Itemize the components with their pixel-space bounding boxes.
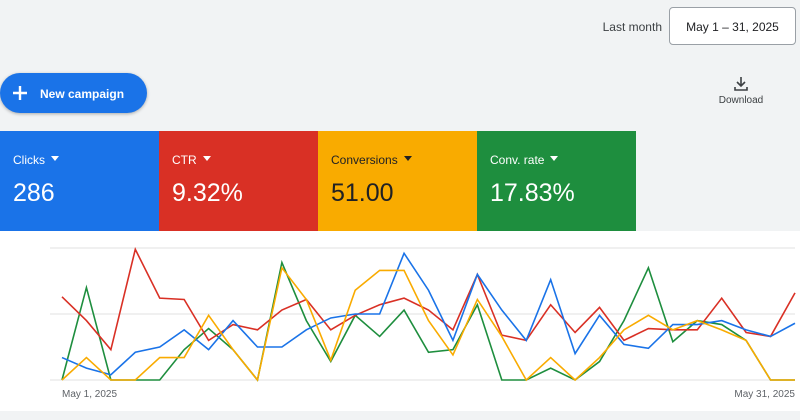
metric-card[interactable]: CTR 9.32% [159, 131, 318, 231]
metric-name: CTR [172, 153, 211, 167]
series-line [61, 251, 796, 376]
chart-background [0, 231, 800, 411]
metric-name: Conversions [331, 153, 412, 167]
chart: May 1, 2025 May 31, 2025 [0, 231, 800, 411]
metric-value: 51.00 [331, 179, 394, 207]
metric-name: Clicks [13, 153, 59, 167]
button-label: New campaign [40, 87, 125, 101]
metric-value: 17.83% [490, 179, 575, 207]
x-tick-label: May 1, 2025 [62, 389, 117, 400]
metric-card[interactable]: Clicks 286 [0, 131, 159, 231]
date-range-picker[interactable]: May 1 – 31, 2025 [669, 7, 796, 45]
download-icon [734, 77, 748, 91]
metric-name: Conv. rate [490, 153, 558, 167]
metric-value: 286 [13, 179, 55, 207]
plus-icon [13, 86, 27, 100]
metric-cards: Clicks 286 CTR 9.32% Conversions 51.00 Conv. r… [0, 131, 636, 231]
metric-card[interactable]: Conversions 51.00 [318, 131, 477, 231]
metric-value: 9.32% [172, 179, 243, 207]
series-line [61, 265, 795, 382]
x-tick-label: May 31, 2025 [734, 389, 795, 400]
date-range-label: Last month [602, 20, 662, 34]
download-button[interactable]: Download [706, 76, 776, 106]
download-label: Download [718, 95, 764, 106]
new-campaign-button[interactable]: New campaign [0, 73, 147, 113]
metric-card[interactable]: Conv. rate 17.83% [477, 131, 636, 231]
series-line [61, 259, 795, 382]
